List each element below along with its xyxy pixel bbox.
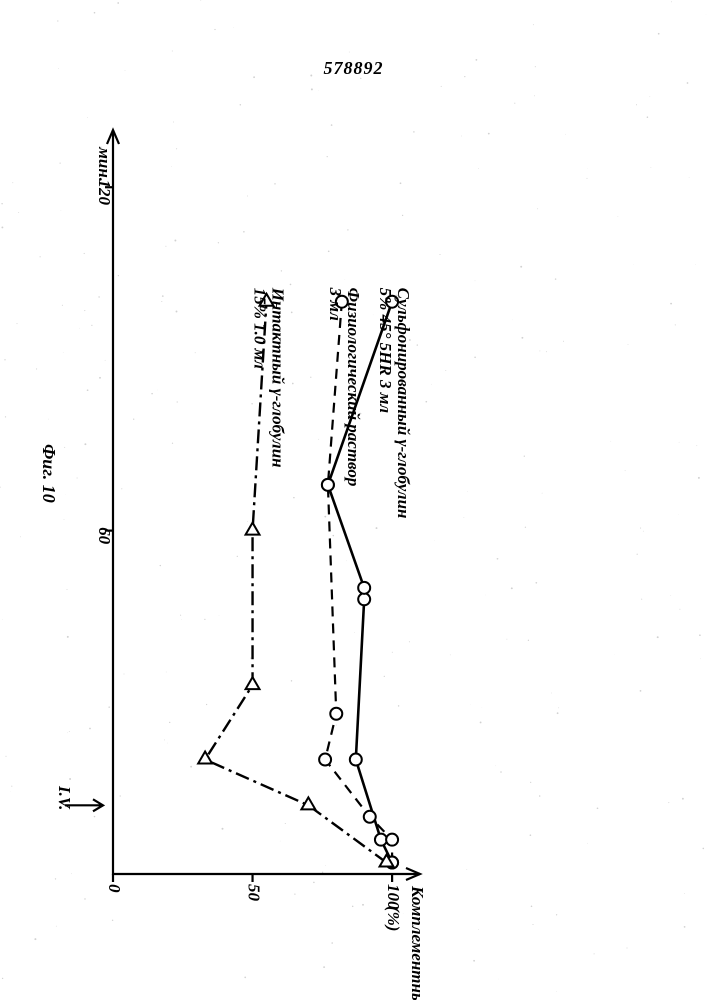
figure-caption: Фиг. 10 [39,444,59,503]
y-tick-label: 0 [105,884,124,893]
legend-s1: Сульфонированный γ-глобулин5% 45° 5HR 3 … [376,288,413,519]
marker-triangle [246,523,260,535]
x-unit: мин. [95,146,114,182]
x-tick-label: 60 [95,527,114,545]
marker-triangle [246,677,260,689]
y-unit: (%) [384,906,403,931]
y-tick-label: 50 [245,884,264,902]
legend-s2: Физиологический раствор3 мл [326,287,363,487]
marker-circle [358,593,370,605]
marker-circle [350,754,362,766]
marker-circle [386,834,398,846]
marker-circle [322,479,334,491]
x-tick-label: 120 [95,179,114,205]
marker-circle [319,754,331,766]
chart-svg: 05010060120I.V.мин.Комплементный титр(%)… [0,0,707,1000]
iv-label: I.V. [55,785,74,810]
axes [113,130,420,874]
marker-circle [330,708,342,720]
marker-circle [358,582,370,594]
y-title: Комплементный титр [408,885,427,1000]
legend-s3: Интактный γ-глобулин15% 1.0 мл [251,287,288,468]
marker-circle [364,811,376,823]
